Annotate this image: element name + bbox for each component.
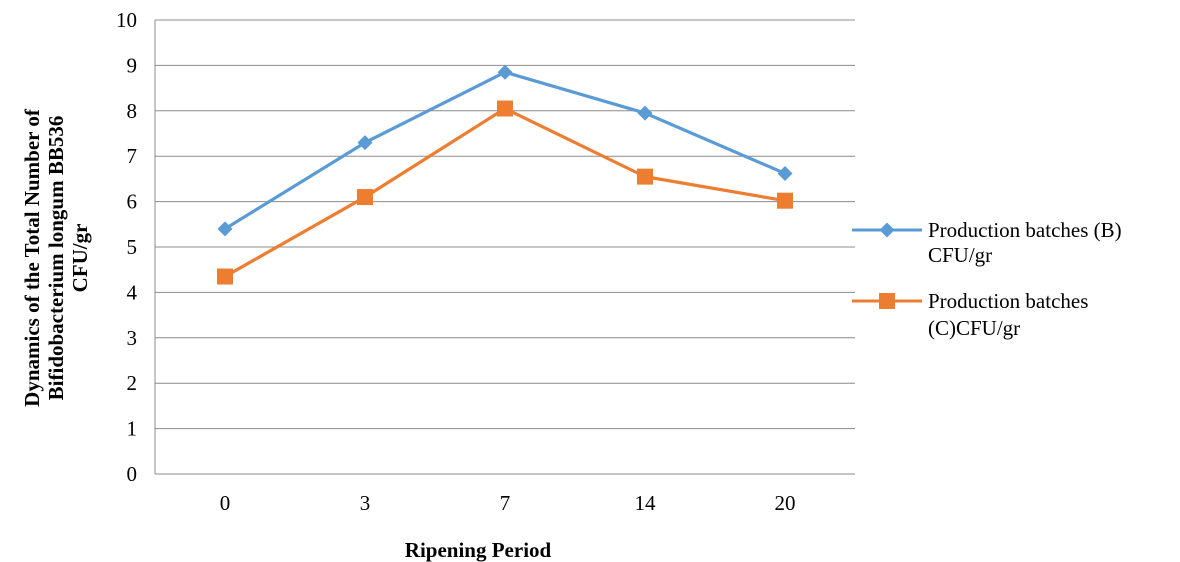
- data-point: [217, 221, 233, 237]
- y-tick-label: 3: [127, 326, 138, 350]
- legend-item-c: Production batches (C)CFU/gr: [852, 289, 1088, 340]
- y-axis-title-line-1: Dynamics of the Total Number of: [20, 108, 44, 407]
- legend-label-c-line-1: Production batches: [928, 289, 1088, 313]
- x-axis-title: Ripening Period: [405, 538, 552, 562]
- x-tick-labels: 0 3 7 14 20: [220, 491, 796, 515]
- data-point: [777, 192, 793, 209]
- y-tick-labels: 0 1 2 3 4 5 6 7 8 9 10: [116, 8, 138, 486]
- x-tick-label: 20: [775, 491, 796, 515]
- legend-label-b-line-2: CFU/gr: [928, 243, 992, 267]
- y-tick-label: 7: [127, 144, 138, 168]
- legend-marker-c: [879, 293, 895, 309]
- data-point: [217, 268, 233, 285]
- x-tick-label: 0: [220, 491, 231, 515]
- y-tick-label: 10: [116, 8, 137, 32]
- legend-item-b: Production batches (B) CFU/gr: [852, 218, 1122, 267]
- y-tick-label: 0: [127, 462, 138, 486]
- data-point: [497, 64, 513, 80]
- y-tick-label: 1: [127, 417, 138, 441]
- y-axis-title-line-3: CFU/gr: [68, 224, 92, 293]
- gridlines: [155, 19, 855, 430]
- legend: Production batches (B) CFU/gr Production…: [852, 218, 1122, 340]
- y-tick-label: 5: [127, 235, 138, 259]
- data-point: [637, 105, 653, 121]
- series-line-1: [224, 106, 786, 278]
- x-tick-label: 7: [500, 491, 511, 515]
- series-lines: [217, 64, 793, 285]
- data-point: [637, 168, 653, 185]
- series-line-0: [224, 70, 786, 231]
- data-point: [357, 189, 373, 206]
- data-point: [497, 100, 513, 117]
- y-axis-title-line-2: Bifidobacterium longum BB536: [44, 116, 68, 401]
- legend-marker-b: [879, 222, 895, 238]
- x-tick-label: 14: [635, 491, 657, 515]
- y-tick-label: 6: [127, 190, 138, 214]
- y-axis-title: Dynamics of the Total Number of Bifidoba…: [20, 108, 92, 407]
- legend-label-c-line-2: (C)CFU/gr: [928, 316, 1020, 340]
- data-point: [357, 135, 373, 151]
- x-tick-label: 3: [360, 491, 371, 515]
- y-tick-label: 2: [127, 371, 138, 395]
- axes: [154, 20, 855, 475]
- y-tick-label: 4: [127, 280, 138, 304]
- data-point: [777, 165, 793, 181]
- y-tick-label: 9: [127, 53, 138, 77]
- y-tick-label: 8: [127, 99, 138, 123]
- legend-label-b-line-1: Production batches (B): [928, 218, 1122, 242]
